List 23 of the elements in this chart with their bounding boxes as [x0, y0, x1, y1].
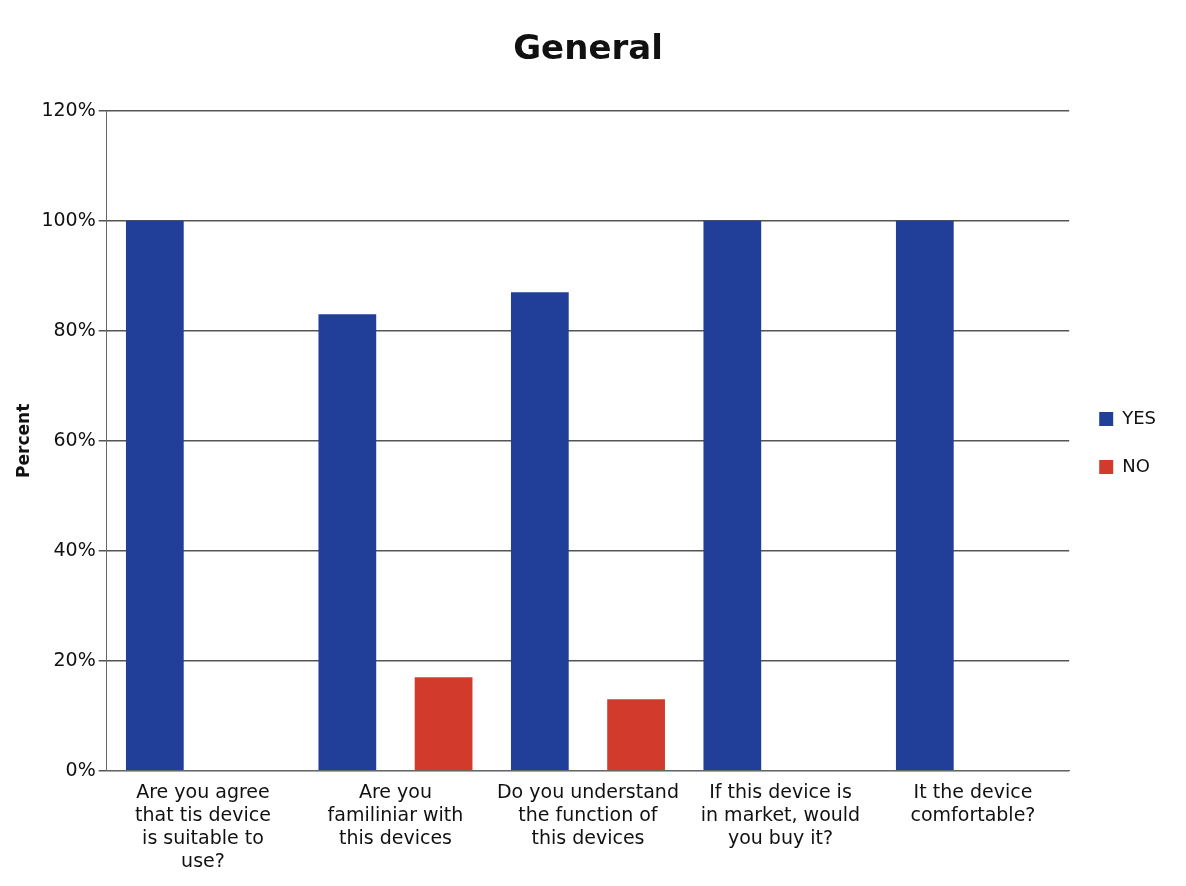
x-tick-label: It the device comfortable? [910, 780, 1036, 825]
x-tick-label: Are you agree that tis device is suitable to use? [135, 780, 271, 871]
legend-label: YES [1121, 406, 1156, 428]
bar [895, 220, 954, 771]
bar [318, 314, 377, 771]
y-tick-label: 120% [41, 97, 96, 120]
bar [125, 220, 184, 771]
y-tick-label: 100% [41, 207, 96, 230]
bar [703, 220, 762, 771]
bar [510, 292, 569, 771]
y-axis-title: Percent [12, 403, 33, 478]
legend-label: NO [1122, 454, 1150, 476]
x-tick-label: Do you understand the function of this devices [496, 780, 679, 848]
y-tick-label: 40% [53, 537, 96, 560]
chart-title: General [513, 27, 663, 68]
bar [414, 677, 473, 771]
x-tick-label: If this device is in market, would you buy it? [700, 780, 861, 848]
y-tick-label: 20% [53, 647, 96, 670]
bar [607, 699, 665, 771]
y-tick-label: 60% [53, 427, 96, 450]
y-tick-label: 0% [65, 757, 96, 780]
x-tick-label: Are you familiniar with this devices [327, 780, 464, 848]
y-tick-label: 80% [53, 317, 96, 340]
